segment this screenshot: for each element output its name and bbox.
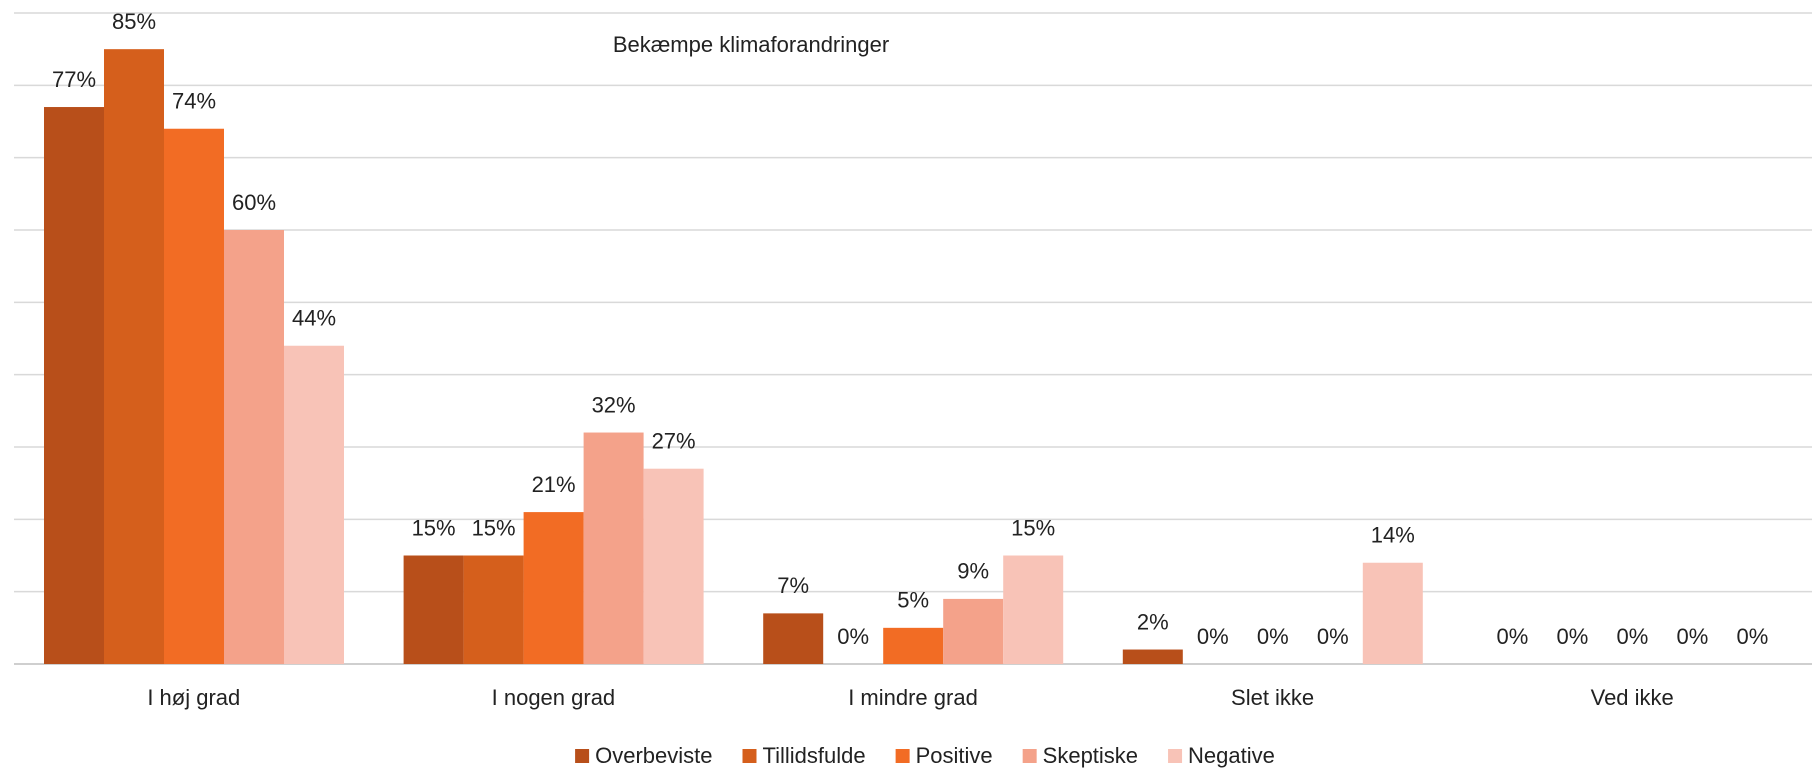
- bar: [1003, 555, 1064, 664]
- data-label: 15%: [412, 515, 456, 540]
- bar: [463, 555, 524, 664]
- bar: [284, 345, 344, 664]
- x-tick-label: I mindre grad: [848, 685, 978, 710]
- legend-swatch: [1168, 749, 1183, 763]
- bar: [224, 230, 284, 664]
- data-label: 85%: [112, 9, 156, 34]
- legend-label: Skeptiske: [1043, 743, 1138, 768]
- legend-label: Overbeviste: [595, 743, 712, 768]
- data-label: 77%: [52, 67, 96, 92]
- data-label: 21%: [532, 472, 576, 497]
- data-label: 0%: [1257, 624, 1289, 649]
- data-label: 32%: [592, 392, 636, 417]
- legend-swatch: [742, 749, 757, 763]
- data-label: 7%: [777, 573, 809, 598]
- data-label: 5%: [897, 588, 929, 613]
- data-label: 0%: [1557, 624, 1589, 649]
- data-label: 27%: [652, 429, 696, 454]
- data-label: 0%: [1617, 624, 1649, 649]
- data-label: 0%: [1317, 624, 1349, 649]
- bar: [943, 598, 1004, 664]
- data-label: 0%: [1677, 624, 1709, 649]
- legend-label: Tillidsfulde: [762, 743, 865, 768]
- data-label: 0%: [837, 624, 869, 649]
- legend-label: Positive: [916, 743, 993, 768]
- data-label: 44%: [292, 306, 336, 331]
- data-label: 15%: [472, 515, 516, 540]
- x-tick-label: I nogen grad: [492, 685, 616, 710]
- data-label: 14%: [1371, 523, 1415, 548]
- bar: [523, 512, 584, 664]
- data-label: 9%: [957, 559, 989, 584]
- x-tick-label: Slet ikke: [1231, 685, 1314, 710]
- bar: [583, 432, 644, 664]
- legend-swatch: [895, 749, 910, 763]
- bar: [1362, 562, 1423, 664]
- legend-swatch: [1022, 749, 1037, 763]
- chart-title: Bekæmpe klimaforandringer: [613, 32, 889, 57]
- data-label: 0%: [1197, 624, 1229, 649]
- data-label: 2%: [1137, 609, 1169, 634]
- bar: [643, 468, 704, 664]
- bar: [44, 107, 104, 665]
- x-tick-label: I høj grad: [147, 685, 240, 710]
- legend-swatch: [575, 749, 590, 763]
- bar: [883, 627, 944, 664]
- data-label: 0%: [1497, 624, 1529, 649]
- bar: [164, 128, 224, 664]
- data-label: 15%: [1011, 515, 1055, 540]
- data-label: 0%: [1737, 624, 1769, 649]
- bar: [104, 49, 164, 664]
- bar: [763, 613, 824, 664]
- bar: [403, 555, 464, 664]
- x-tick-label: Ved ikke: [1591, 685, 1674, 710]
- bar: [1122, 649, 1183, 664]
- data-label: 74%: [172, 89, 216, 114]
- legend-label: Negative: [1188, 743, 1275, 768]
- data-label: 60%: [232, 190, 276, 215]
